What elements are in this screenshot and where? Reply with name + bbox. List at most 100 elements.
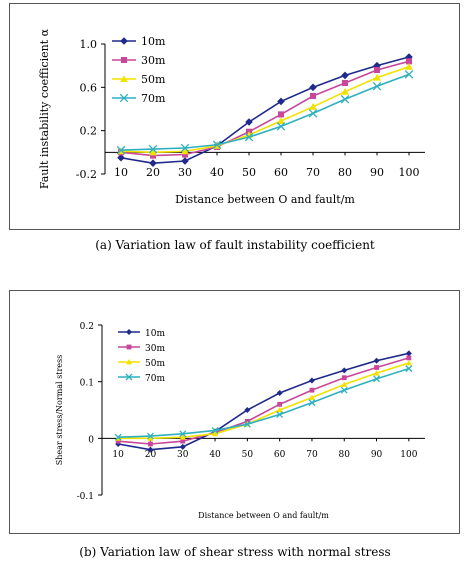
data-point [276, 390, 283, 396]
data-point [114, 433, 122, 441]
x-tick-label: 80 [338, 166, 352, 179]
data-point [309, 83, 317, 92]
data-point [115, 438, 121, 444]
data-point [341, 79, 349, 87]
data-point [374, 365, 379, 370]
x-axis-label: Distance between O and fault/m [175, 193, 355, 206]
y-tick-label: 0 [88, 435, 94, 445]
data-point [309, 387, 315, 393]
x-tick-label: 30 [178, 166, 192, 179]
x-tick-label: 90 [371, 450, 383, 460]
y-axis-label: Shear stress/Normal stress [55, 355, 64, 465]
data-point [405, 359, 412, 366]
data-point [341, 87, 349, 95]
series-line [120, 56, 410, 164]
x-axis-label: Distance between O and fault/m [198, 511, 329, 520]
x-tick-label: 30 [177, 450, 189, 460]
data-point [277, 401, 283, 407]
data-point [406, 355, 412, 361]
x-tick-label: 20 [146, 166, 160, 179]
series-line [120, 60, 410, 157]
chart-b: 0.2 0.1 0 -0.1 10 20 30 40 50 60 70 80 90 100 Shear st… [55, 322, 425, 520]
data-point [405, 53, 413, 61]
series-line [120, 73, 410, 151]
x-tick-label: 40 [209, 450, 221, 460]
legend-marker [126, 359, 132, 365]
data-point [148, 144, 158, 154]
y-tick-label: 0.1 [80, 379, 94, 389]
x-tick-label: 10 [112, 450, 124, 460]
data-point [116, 145, 126, 155]
series-line [120, 65, 410, 154]
data-point [341, 381, 348, 387]
data-point [405, 58, 413, 65]
data-point [373, 66, 381, 74]
data-point [276, 122, 286, 131]
series-line [118, 357, 410, 445]
legend-label: 30m [141, 54, 166, 67]
data-point [308, 394, 315, 400]
data-point [117, 153, 125, 162]
data-point [308, 377, 315, 384]
data-point [309, 103, 317, 110]
data-point [276, 411, 284, 418]
data-point [341, 375, 347, 381]
legend-marker [126, 329, 132, 335]
data-point [148, 441, 153, 447]
x-tick-label: 10 [114, 166, 128, 179]
data-point [211, 426, 219, 434]
x-tick-label: 70 [306, 166, 320, 179]
data-point [179, 443, 186, 450]
data-point [341, 71, 349, 80]
data-point [373, 73, 381, 81]
x-tick-label: 50 [242, 450, 254, 460]
data-point [181, 151, 189, 158]
data-point [404, 70, 414, 79]
legend-label: 70m [145, 374, 165, 384]
series-line [118, 362, 410, 440]
data-point [243, 420, 251, 428]
data-point [405, 350, 412, 357]
chart-a: 1.0 0.6 0.2 -0.2 10 20 30 40 50 60 70 80 90 100 Fault … [38, 28, 425, 206]
x-tick-label: 50 [242, 166, 256, 179]
legend-label: 10m [145, 329, 165, 339]
data-point [340, 94, 350, 104]
data-point [405, 62, 413, 70]
data-point [373, 375, 381, 383]
x-tick-label: 90 [370, 166, 384, 179]
data-point [244, 132, 254, 142]
data-point [277, 117, 285, 124]
legend-marker [120, 56, 128, 64]
series-line [118, 352, 410, 451]
data-point [149, 159, 157, 167]
data-point [276, 407, 283, 413]
y-tick-label: 0.2 [80, 322, 94, 332]
caption-a: (a) Variation law of fault instability c… [95, 238, 375, 252]
data-point [181, 147, 189, 155]
data-point [340, 386, 348, 394]
data-point [308, 399, 316, 407]
x-tick-label: 70 [306, 450, 318, 460]
data-point [179, 430, 187, 438]
data-point [244, 407, 251, 413]
y-tick-label: 0.6 [80, 81, 98, 94]
y-tick-label: -0.2 [76, 168, 97, 181]
data-point [245, 118, 253, 126]
legend-label: 50m [145, 359, 165, 369]
data-point [277, 111, 285, 118]
data-point [147, 446, 154, 453]
chart-panel-a: 1.0 0.6 0.2 -0.2 10 20 30 40 50 60 70 80 90 100 Fault … [9, 3, 460, 230]
data-point [277, 97, 285, 106]
x-tick-label: 20 [145, 450, 157, 460]
legend-marker [120, 37, 128, 45]
legend-marker [120, 75, 128, 83]
legend-marker [119, 93, 129, 103]
data-point [373, 370, 380, 376]
chart-panel-b: 0.2 0.1 0 -0.1 10 20 30 40 50 60 70 80 90 100 Shear st… [9, 290, 460, 534]
x-tick-label: 100 [399, 166, 420, 179]
data-point [212, 430, 219, 437]
y-axis-label: Fault instability coefficient α [38, 28, 51, 189]
legend-label: 30m [145, 344, 165, 354]
x-tick-label: 80 [339, 450, 351, 460]
data-point [179, 434, 186, 440]
